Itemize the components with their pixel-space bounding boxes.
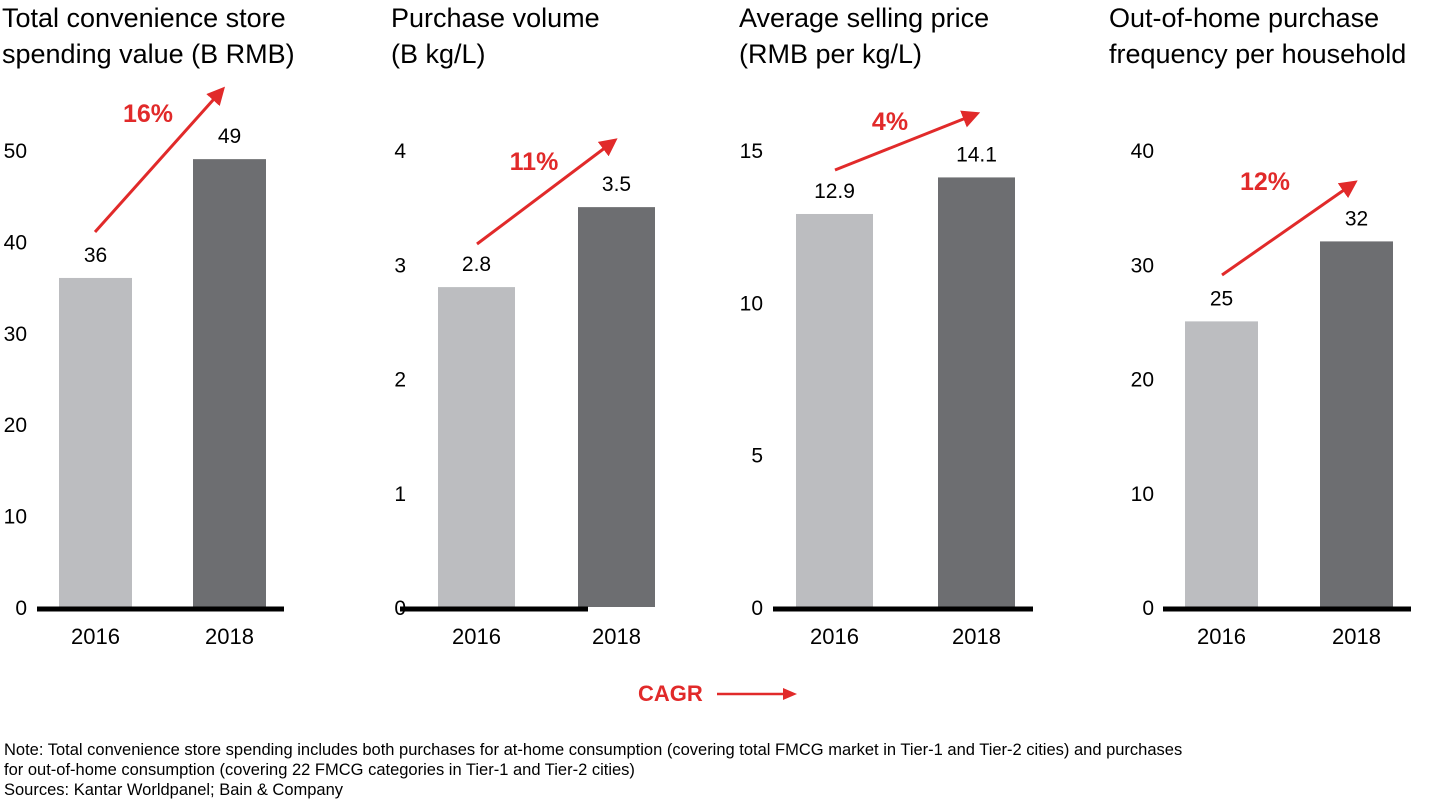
bar-2018 (1320, 241, 1393, 607)
y-tick-label: 10 (4, 506, 27, 529)
title-line: frequency per household (1109, 39, 1407, 69)
y-tick-label: 40 (1131, 140, 1154, 163)
bar-2016 (796, 213, 873, 608)
title-line: Total convenience store (2, 3, 286, 33)
cagr-arrow (476, 138, 618, 246)
y-tick-label: 3 (394, 254, 406, 277)
y-tick-label: 50 (4, 140, 27, 163)
cagr-label: 4% (872, 108, 908, 136)
y-tick-label: 4 (394, 140, 406, 163)
x-tick-label: 2018 (952, 624, 1001, 649)
bar-2018 (193, 159, 266, 607)
x-tick-label: 2016 (810, 624, 859, 649)
y-tick-label: 30 (4, 323, 27, 346)
x-tick-label: 2016 (452, 624, 501, 649)
x-tick-label: 2018 (205, 624, 254, 649)
y-tick-label: 10 (1131, 483, 1154, 506)
chart-title-spending: Total convenience store spending value (… (2, 0, 295, 72)
title-line: spending value (B RMB) (2, 39, 295, 69)
bar-2016 (438, 287, 515, 607)
legend-label: CAGR (638, 681, 703, 706)
y-tick-label: 0 (15, 597, 27, 620)
x-tick-label: 2016 (1197, 624, 1246, 649)
note-text: for out-of-home consumption (covering 22… (4, 761, 635, 779)
y-tick-label: 0 (1142, 597, 1154, 620)
legend: CAGR (638, 676, 799, 712)
data-label: 14.1 (956, 143, 997, 166)
title-line: Average selling price (739, 3, 990, 33)
data-label: 25 (1210, 287, 1233, 310)
sources-text: Sources: Kantar Worldpanel; Bain & Compa… (4, 781, 344, 799)
y-tick-label: 1 (394, 483, 406, 506)
chart-title-volume: Purchase volume (B kg/L) (391, 0, 600, 72)
bar-2018 (578, 207, 655, 607)
y-tick-label: 2 (394, 369, 406, 392)
x-tick-label: 2018 (592, 624, 641, 649)
chart-title-price: Average selling price (RMB per kg/L) (739, 0, 989, 72)
bar-2016 (1185, 321, 1258, 607)
y-tick-label: 15 (740, 140, 763, 163)
data-label: 49 (218, 125, 241, 148)
chart-title-frequency: Out-of-home purchase frequency per house… (1109, 0, 1406, 72)
title-line: Purchase volume (391, 3, 600, 33)
title-line: Out-of-home purchase (1109, 3, 1380, 33)
y-tick-label: 30 (1131, 254, 1154, 277)
data-label: 12.9 (814, 180, 855, 203)
cagr-arrow (1221, 180, 1358, 277)
y-tick-label: 20 (1131, 369, 1154, 392)
cagr-arrow (834, 110, 981, 172)
y-tick-label: 5 (751, 445, 763, 468)
data-label: 3.5 (602, 173, 631, 196)
x-tick-label: 2016 (71, 624, 120, 649)
title-line: (RMB per kg/L) (739, 39, 923, 69)
bar-2018 (938, 177, 1015, 608)
note-text: Note: Total convenience store spending i… (4, 741, 1183, 759)
data-label: 36 (84, 244, 107, 267)
bar-charts: 0102030405036201649201816%012342.820163.… (4, 86, 1411, 649)
right-arrow-icon (716, 688, 797, 700)
cagr-label: 11% (510, 148, 559, 176)
cagr-arrow (93, 86, 225, 233)
footnotes: Note: Total convenience store spending i… (4, 740, 1440, 800)
data-label: 2.8 (462, 253, 491, 276)
x-tick-label: 2018 (1332, 624, 1381, 649)
y-tick-label: 40 (4, 231, 27, 254)
title-line: (B kg/L) (391, 39, 486, 69)
bar-2016 (59, 277, 132, 607)
data-label: 32 (1345, 207, 1368, 230)
y-tick-label: 10 (740, 292, 763, 315)
cagr-label: 12% (1240, 168, 1290, 196)
cagr-label: 16% (123, 100, 173, 128)
y-tick-label: 20 (4, 414, 27, 437)
y-tick-label: 0 (751, 597, 763, 620)
